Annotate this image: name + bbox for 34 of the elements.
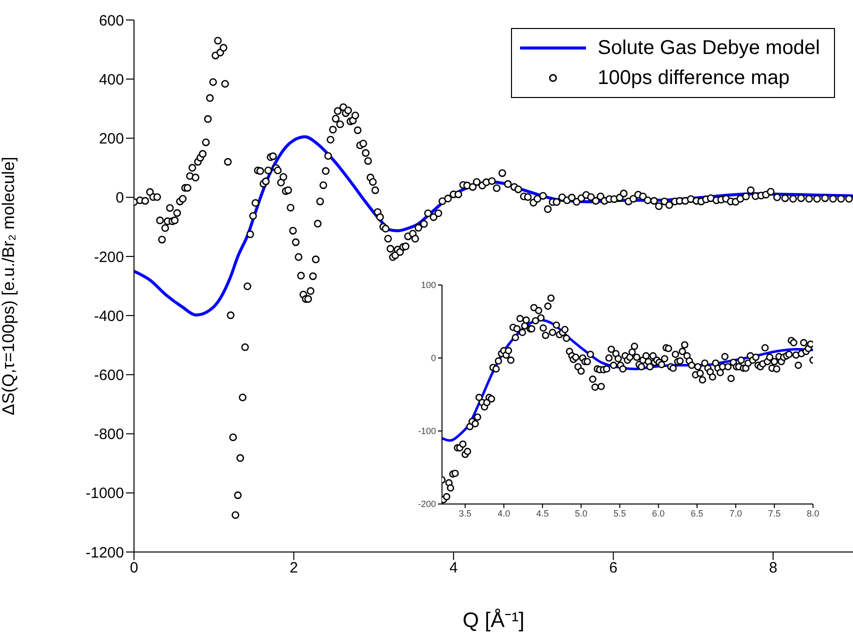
y-tick-label: 400 xyxy=(98,71,124,88)
y-tick-label: -100 xyxy=(418,426,436,436)
x-tick-label: 0 xyxy=(130,560,138,577)
y-tick-label: -1000 xyxy=(86,485,124,502)
y-tick-label: -200 xyxy=(94,248,124,266)
y-axis-title: ΔS(Q,τ=100ps) [e.u./Br₂ molecule] xyxy=(0,156,18,416)
x-tick-label: 4.0 xyxy=(498,508,510,518)
y-tick-label: -800 xyxy=(94,426,124,444)
x-tick-label: 5.0 xyxy=(574,508,588,518)
x-tick-label: 8.0 xyxy=(806,508,820,518)
y-tick-label: 0 xyxy=(430,353,436,364)
x-tick-label: 6.0 xyxy=(652,508,665,518)
x-tick-label: 8 xyxy=(768,560,778,577)
y-tick-label: 0 xyxy=(116,190,124,207)
y-tick-label: -200 xyxy=(418,499,436,510)
x-tick-label: 3.5 xyxy=(458,508,472,518)
legend-label: 100ps difference map xyxy=(598,66,790,91)
y-tick-label: 100 xyxy=(420,280,436,290)
line-series xyxy=(134,135,853,316)
x-tick-label: 4 xyxy=(449,560,458,577)
x-tick-label: 6 xyxy=(609,560,618,577)
x-tick-label: 7.0 xyxy=(729,508,742,518)
x-axis-title: Q [Å⁻¹] xyxy=(462,608,524,632)
x-tick-label: 7.5 xyxy=(768,508,781,518)
legend-label: Solute Gas Debye model xyxy=(598,36,820,61)
x-tick-label: 5.5 xyxy=(614,508,626,518)
y-tick-label: 600 xyxy=(98,12,124,30)
y-tick-label: -1200 xyxy=(86,544,124,562)
x-tick-label: 6.5 xyxy=(690,508,704,518)
x-tick-label: 4.5 xyxy=(536,508,549,518)
y-tick-label: 200 xyxy=(98,130,124,148)
y-tick-label: -600 xyxy=(94,366,124,384)
x-tick-label: 2 xyxy=(290,560,298,577)
y-tick-label: -400 xyxy=(94,308,124,325)
